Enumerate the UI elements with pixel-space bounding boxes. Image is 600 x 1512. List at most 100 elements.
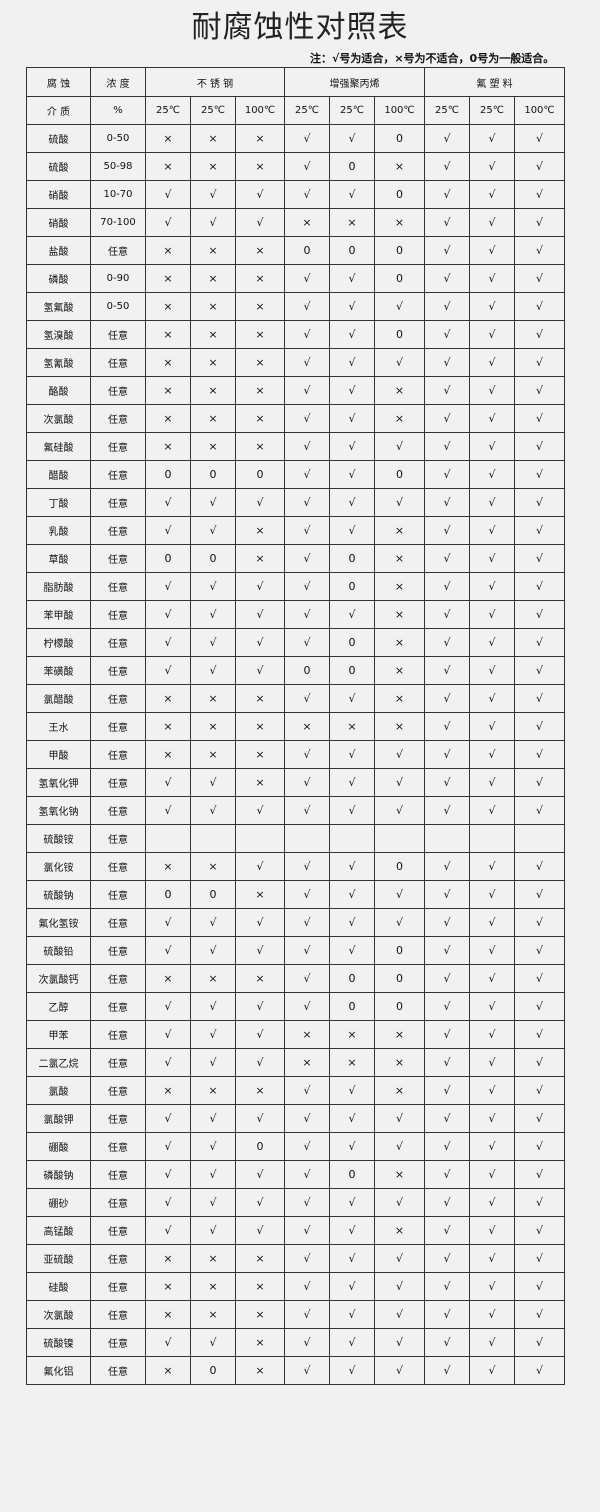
rating-cell: √	[284, 1244, 330, 1273]
rating-cell: √	[469, 908, 515, 937]
rating-cell: √	[469, 992, 515, 1021]
medium-cell: 次氯酸	[26, 1300, 91, 1329]
rating-cell: √	[469, 1328, 515, 1357]
rating-cell: √	[284, 320, 330, 349]
rating-cell: √	[329, 1356, 375, 1385]
rating-cell: √	[374, 1356, 425, 1385]
medium-cell: 硫酸铅	[26, 936, 91, 965]
header-conc-top: 浓 度	[90, 67, 146, 97]
table-row: 磷酸 0-90 × × × √ √ 0 √ √ √	[26, 264, 565, 293]
rating-cell: ×	[190, 432, 236, 461]
rating-cell: ×	[374, 516, 425, 545]
rating-cell: √	[514, 852, 565, 881]
medium-cell: 氢氰酸	[26, 348, 91, 377]
header-temp: 25℃	[145, 96, 191, 125]
rating-cell: ×	[145, 236, 191, 265]
rating-cell: √	[514, 936, 565, 965]
rating-cell: √	[424, 1076, 470, 1105]
medium-cell: 氢氧化钠	[26, 796, 91, 825]
rating-cell: ×	[235, 152, 285, 181]
rating-cell: √	[284, 1076, 330, 1105]
rating-cell: √	[514, 1328, 565, 1357]
rating-cell: 0	[329, 572, 375, 601]
concentration-cell: 10-70	[90, 180, 146, 209]
rating-cell: ×	[329, 1020, 375, 1049]
rating-cell: ×	[190, 376, 236, 405]
concentration-cell: 任意	[90, 1132, 146, 1161]
concentration-cell: 任意	[90, 992, 146, 1021]
medium-cell: 硝酸	[26, 180, 91, 209]
rating-cell: √	[424, 600, 470, 629]
rating-cell: √	[374, 1104, 425, 1133]
concentration-cell: 0-90	[90, 264, 146, 293]
rating-cell: √	[424, 936, 470, 965]
rating-cell: √	[514, 796, 565, 825]
concentration-cell: 任意	[90, 488, 146, 517]
rating-cell: ×	[235, 292, 285, 321]
rating-cell: 0	[374, 236, 425, 265]
header-temp: 25℃	[190, 96, 236, 125]
rating-cell: √	[235, 1048, 285, 1077]
rating-cell: √	[145, 1020, 191, 1049]
rating-cell: √	[235, 936, 285, 965]
rating-cell: √	[514, 1244, 565, 1273]
concentration-cell: 任意	[90, 712, 146, 741]
rating-cell: √	[284, 432, 330, 461]
rating-cell: √	[424, 796, 470, 825]
medium-cell: 苯甲酸	[26, 600, 91, 629]
header-medium-bottom: 介 质	[26, 96, 91, 125]
rating-cell: √	[329, 320, 375, 349]
concentration-cell: 任意	[90, 1188, 146, 1217]
rating-cell: 0	[145, 544, 191, 573]
rating-cell: ×	[145, 124, 191, 153]
concentration-cell: 任意	[90, 600, 146, 629]
rating-cell: √	[469, 236, 515, 265]
rating-cell: √	[469, 1104, 515, 1133]
rating-cell: √	[374, 348, 425, 377]
rating-cell: √	[235, 600, 285, 629]
concentration-cell: 任意	[90, 852, 146, 881]
table-row: 硫酸镍 任意 √ √ × √ √ √ √ √ √	[26, 1328, 565, 1357]
rating-cell: √	[469, 1132, 515, 1161]
rating-cell: 0	[329, 1160, 375, 1189]
rating-cell: ×	[235, 1328, 285, 1357]
rating-cell: √	[284, 1356, 330, 1385]
table-row: 氢氧化钾 任意 √ √ × √ √ √ √ √ √	[26, 768, 565, 797]
rating-cell: √	[424, 992, 470, 1021]
table-row: 氢氰酸 任意 × × × √ √ √ √ √ √	[26, 348, 565, 377]
medium-cell: 氢氧化钾	[26, 768, 91, 797]
table-row: 次氯酸 任意 × × × √ √ × √ √ √	[26, 404, 565, 433]
rating-cell	[190, 824, 236, 853]
rating-cell: √	[469, 124, 515, 153]
rating-cell: √	[424, 1356, 470, 1385]
rating-cell: √	[329, 684, 375, 713]
rating-cell: 0	[329, 964, 375, 993]
rating-cell: √	[284, 376, 330, 405]
table-row: 氢氟酸 0-50 × × × √ √ √ √ √ √	[26, 292, 565, 321]
rating-cell: ×	[235, 684, 285, 713]
concentration-cell: 任意	[90, 796, 146, 825]
rating-cell: √	[284, 1160, 330, 1189]
rating-cell: √	[190, 628, 236, 657]
header-temp: 100℃	[514, 96, 565, 125]
medium-cell: 甲酸	[26, 740, 91, 769]
rating-cell: √	[284, 740, 330, 769]
rating-cell: ×	[374, 628, 425, 657]
rating-cell: √	[329, 852, 375, 881]
rating-cell: √	[284, 880, 330, 909]
table-row: 磷酸钠 任意 √ √ √ √ 0 × √ √ √	[26, 1160, 565, 1189]
rating-cell: √	[284, 292, 330, 321]
header-conc-bottom: %	[90, 96, 146, 125]
rating-cell: √	[514, 1272, 565, 1301]
rating-cell	[514, 824, 565, 853]
rating-cell: √	[145, 908, 191, 937]
rating-cell: √	[145, 796, 191, 825]
rating-cell: √	[374, 292, 425, 321]
header-group-polypropylene: 增强聚丙烯	[284, 67, 425, 97]
medium-cell: 次氯酸钙	[26, 964, 91, 993]
rating-cell: ×	[235, 404, 285, 433]
rating-cell: √	[284, 1132, 330, 1161]
rating-cell: √	[190, 208, 236, 237]
rating-cell: ×	[190, 348, 236, 377]
medium-cell: 盐酸	[26, 236, 91, 265]
